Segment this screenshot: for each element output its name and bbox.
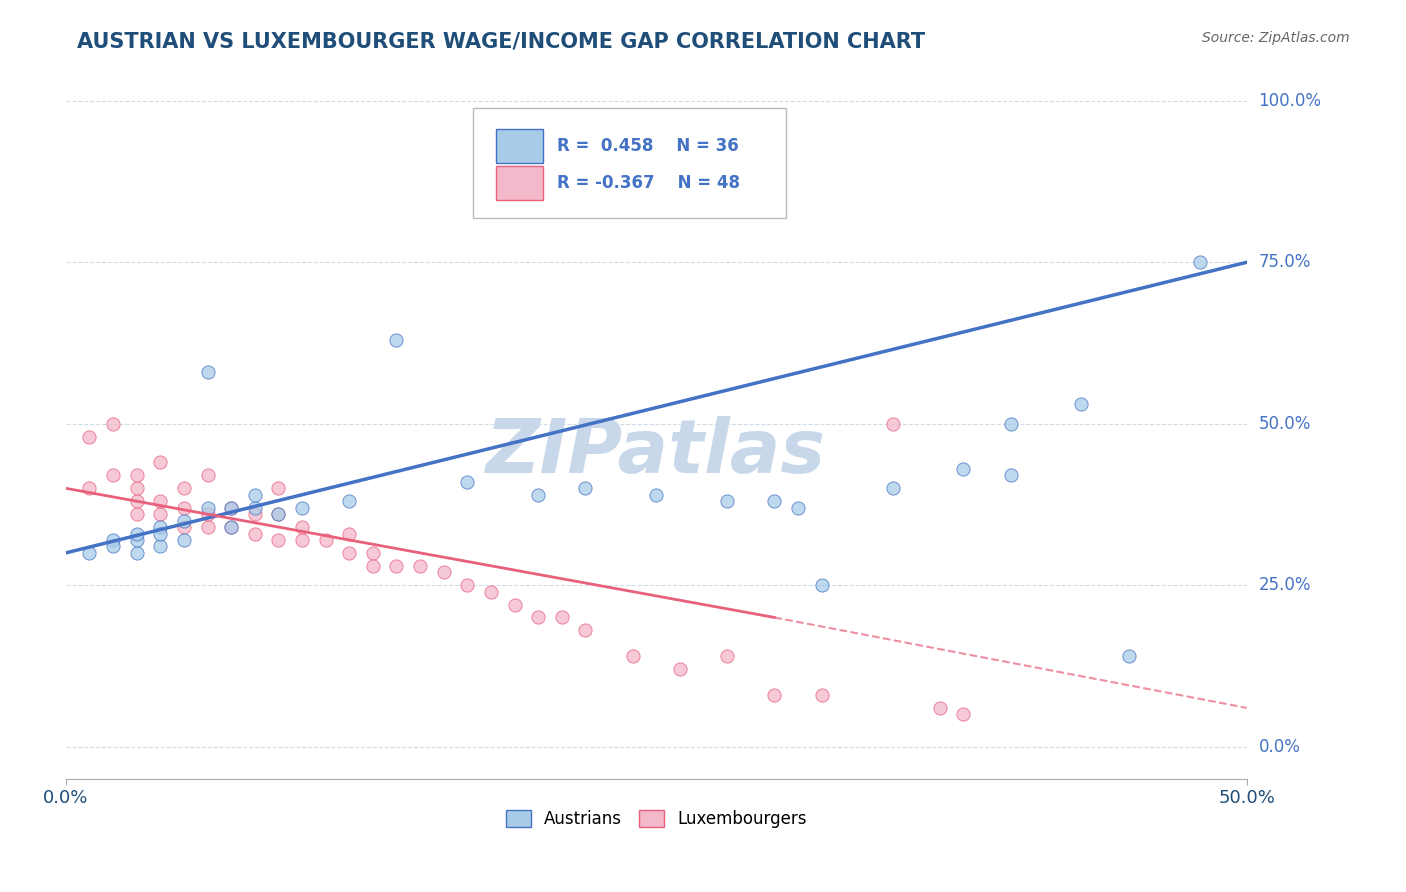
Text: 25.0%: 25.0% (1258, 576, 1312, 594)
Point (197, 520, 219, 534)
Point (219, 500, 242, 515)
Point (149, 540, 172, 554)
Point (101, 468, 124, 483)
Legend: Austrians, Luxembourgers: Austrians, Luxembourgers (499, 803, 814, 835)
Point (291, 533, 314, 547)
Text: 50.0%: 50.0% (1258, 415, 1310, 433)
Point (574, 624, 596, 638)
Point (267, 507, 290, 521)
Point (101, 533, 124, 547)
Point (149, 507, 172, 521)
Text: ZIPatlas: ZIPatlas (486, 416, 827, 489)
Point (267, 507, 290, 521)
Point (928, 701, 950, 715)
Point (1118, 649, 1140, 664)
Point (810, 578, 832, 592)
Point (125, 507, 148, 521)
Point (574, 481, 596, 495)
Point (621, 649, 644, 664)
Text: R =  0.458    N = 36: R = 0.458 N = 36 (557, 137, 738, 155)
Point (337, 546, 360, 560)
Point (197, 507, 219, 521)
Point (125, 481, 148, 495)
Point (810, 688, 832, 702)
Point (125, 468, 148, 483)
Point (409, 558, 432, 573)
Point (149, 526, 172, 541)
Point (243, 507, 266, 521)
Point (503, 598, 526, 612)
Point (385, 558, 408, 573)
Point (243, 526, 266, 541)
Point (79, 481, 101, 495)
Point (291, 500, 314, 515)
Point (173, 514, 195, 528)
Point (125, 533, 148, 547)
Point (243, 500, 266, 515)
Point (551, 610, 574, 624)
Point (763, 688, 786, 702)
Point (315, 533, 337, 547)
Point (125, 546, 148, 560)
Point (787, 500, 810, 515)
Point (79, 430, 101, 444)
Point (219, 520, 242, 534)
Point (219, 520, 242, 534)
Point (952, 707, 974, 722)
FancyBboxPatch shape (496, 129, 543, 163)
Point (479, 584, 502, 599)
Point (361, 558, 384, 573)
Point (125, 494, 148, 508)
Text: AUSTRIAN VS LUXEMBOURGER WAGE/INCOME GAP CORRELATION CHART: AUSTRIAN VS LUXEMBOURGER WAGE/INCOME GAP… (77, 31, 925, 51)
Point (173, 520, 195, 534)
Point (456, 475, 478, 489)
Point (197, 365, 219, 379)
Point (716, 494, 738, 508)
Point (173, 481, 195, 495)
Text: 0.0%: 0.0% (1258, 738, 1301, 756)
Point (173, 500, 195, 515)
Text: Source: ZipAtlas.com: Source: ZipAtlas.com (1202, 31, 1350, 45)
Point (149, 520, 172, 534)
FancyBboxPatch shape (474, 108, 786, 218)
Point (79, 546, 101, 560)
Point (716, 649, 738, 664)
Point (1000, 417, 1022, 431)
Point (337, 526, 360, 541)
FancyBboxPatch shape (496, 166, 543, 200)
Point (385, 333, 408, 347)
Point (291, 520, 314, 534)
Point (527, 610, 550, 624)
Point (197, 500, 219, 515)
Point (267, 533, 290, 547)
Point (125, 526, 148, 541)
Point (952, 462, 974, 476)
Point (645, 488, 668, 502)
Point (1000, 468, 1022, 483)
Point (1070, 397, 1092, 411)
Text: R = -0.367    N = 48: R = -0.367 N = 48 (557, 174, 740, 192)
Point (101, 540, 124, 554)
Point (669, 662, 692, 676)
Point (243, 488, 266, 502)
Point (763, 494, 786, 508)
Point (337, 494, 360, 508)
Point (149, 494, 172, 508)
Point (267, 481, 290, 495)
Point (173, 533, 195, 547)
Point (433, 566, 456, 580)
Point (882, 481, 904, 495)
Point (197, 468, 219, 483)
Text: 100.0%: 100.0% (1258, 92, 1322, 110)
Point (456, 578, 478, 592)
Point (219, 500, 242, 515)
Point (882, 417, 904, 431)
Point (149, 455, 172, 469)
Point (1188, 255, 1211, 269)
Point (101, 417, 124, 431)
Point (361, 546, 384, 560)
Text: 75.0%: 75.0% (1258, 253, 1310, 271)
Point (527, 488, 550, 502)
